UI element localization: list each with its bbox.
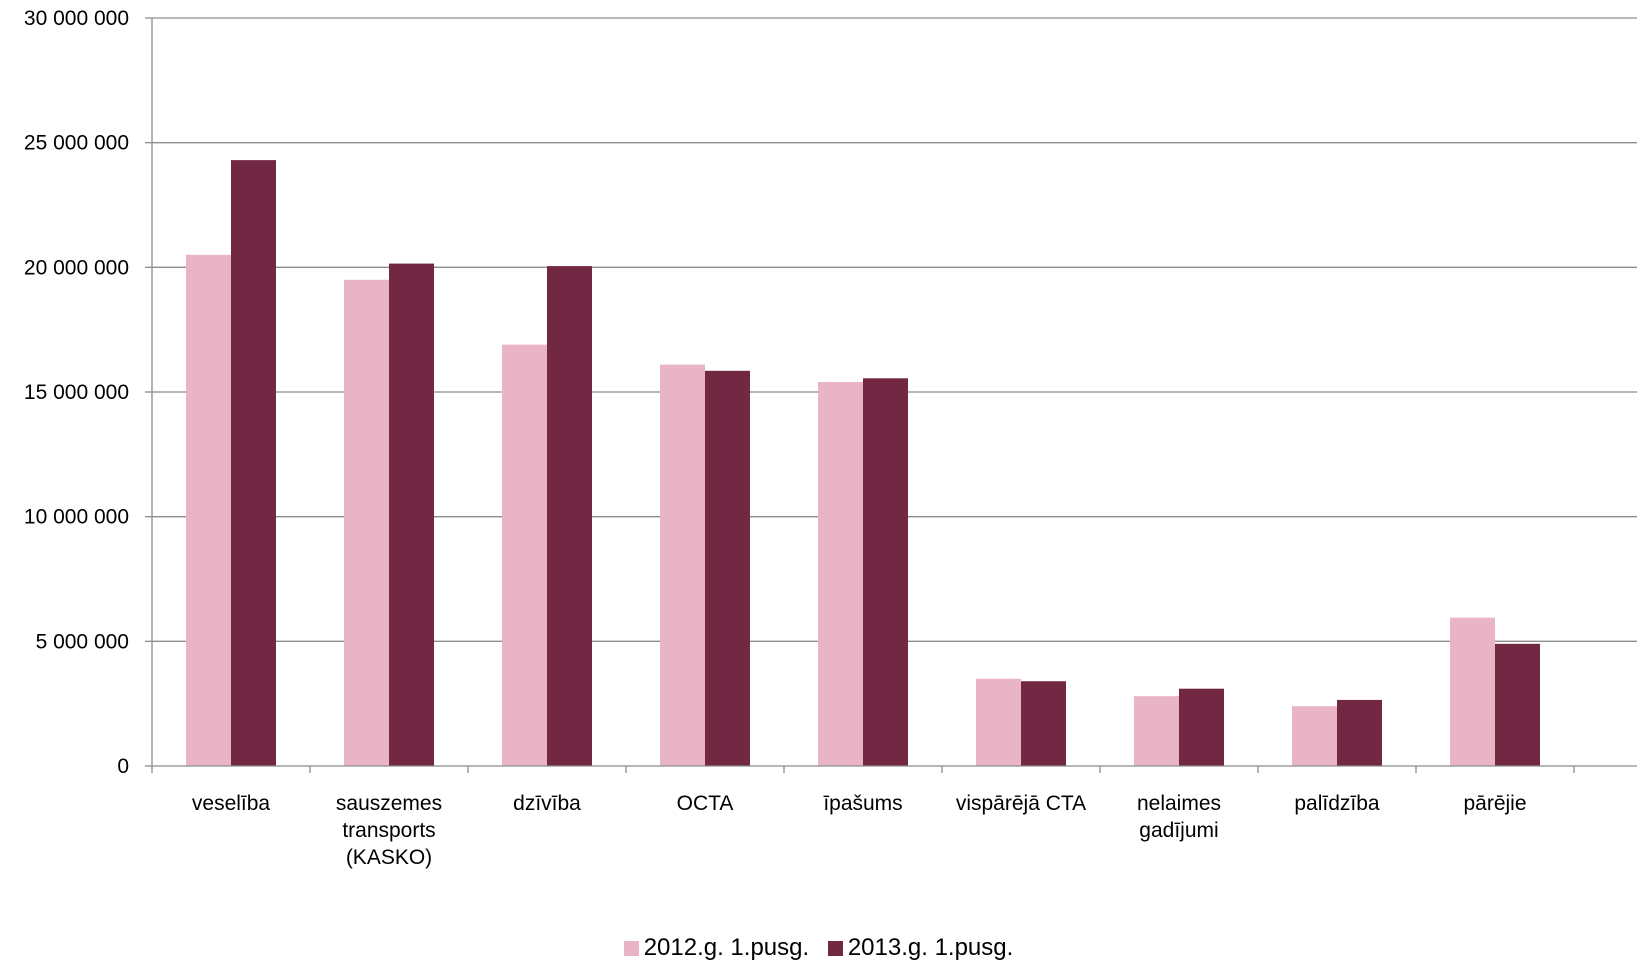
- legend-label-2013: 2013.g. 1.pusg.: [847, 934, 1014, 961]
- y-tick-label: 10 000 000: [24, 506, 129, 529]
- legend-item-2013: 2013.g. 1.pusg.: [827, 934, 1014, 962]
- bar-2012: [660, 364, 705, 766]
- bar-2013: [231, 160, 276, 766]
- x-category-label: īpašums: [823, 792, 902, 815]
- bar-2013: [1021, 681, 1066, 766]
- y-tick-label: 25 000 000: [24, 132, 129, 155]
- x-category-label: vispārējā CTA: [956, 792, 1086, 815]
- bar-2012: [502, 344, 547, 766]
- y-tick-labels: 0 5 000 000 10 000 000 15 000 000 20 000 000…: [24, 7, 129, 778]
- x-category-label: sauszemes transports (KASKO): [336, 792, 442, 869]
- bar-2012: [976, 678, 1021, 766]
- x-category-label-line: (KASKO): [346, 846, 432, 869]
- x-category-label-line: transports: [342, 819, 435, 842]
- axes: [145, 17, 1637, 773]
- bar-2013: [1179, 688, 1224, 766]
- x-category-label-line: sauszemes: [336, 792, 442, 815]
- bar-2013: [389, 263, 434, 766]
- x-category-label: veselība: [192, 792, 271, 815]
- bar-2013: [1337, 699, 1382, 766]
- x-category-label-line: vispārējā CTA: [956, 792, 1086, 815]
- legend-label-2012: 2012.g. 1.pusg.: [643, 934, 810, 961]
- x-category-label-line: gadījumi: [1139, 819, 1218, 842]
- x-category-label-line: dzīvība: [513, 792, 581, 815]
- x-category-labels: veselība sauszemes transports (KASKO) dzīvīb…: [192, 792, 1527, 869]
- x-category-label-line: nelaimes: [1137, 792, 1221, 815]
- x-category-label: nelaimes gadījumi: [1137, 792, 1221, 842]
- y-tick-label: 15 000 000: [24, 381, 129, 404]
- legend: 2012.g. 1.pusg. 2013.g. 1.pusg.: [0, 934, 1637, 963]
- bar-2012: [186, 254, 231, 766]
- bar-2012: [818, 382, 863, 766]
- x-category-label-line: palīdzība: [1294, 792, 1380, 815]
- x-category-label-line: īpašums: [823, 792, 902, 815]
- bar-2013: [705, 370, 750, 766]
- bars: [186, 160, 1540, 766]
- bar-2012: [1134, 696, 1179, 766]
- bar-2012: [1292, 706, 1337, 766]
- y-tick-label: 5 000 000: [36, 630, 129, 653]
- x-category-label: OCTA: [677, 792, 734, 815]
- bar-2013: [547, 266, 592, 766]
- x-category-label: dzīvība: [513, 792, 581, 815]
- x-category-label-line: OCTA: [677, 792, 734, 815]
- x-category-label-line: veselība: [192, 792, 271, 815]
- x-category-label: palīdzība: [1294, 792, 1380, 815]
- legend-item-2012: 2012.g. 1.pusg.: [623, 934, 810, 962]
- y-tick-label: 0: [117, 755, 129, 778]
- legend-swatch-2013: [827, 940, 843, 956]
- bar-2013: [1495, 643, 1540, 766]
- bar-2012: [1450, 617, 1495, 766]
- y-tick-label: 30 000 000: [24, 7, 129, 30]
- legend-swatch-2012: [623, 940, 639, 956]
- x-category-label-line: pārējie: [1463, 792, 1526, 815]
- x-category-label: pārējie: [1463, 792, 1526, 815]
- bar-chart: 0 5 000 000 10 000 000 15 000 000 20 000 000…: [24, 7, 1637, 869]
- y-tick-label: 20 000 000: [24, 256, 129, 279]
- bar-2012: [344, 279, 389, 766]
- bar-2013: [863, 378, 908, 766]
